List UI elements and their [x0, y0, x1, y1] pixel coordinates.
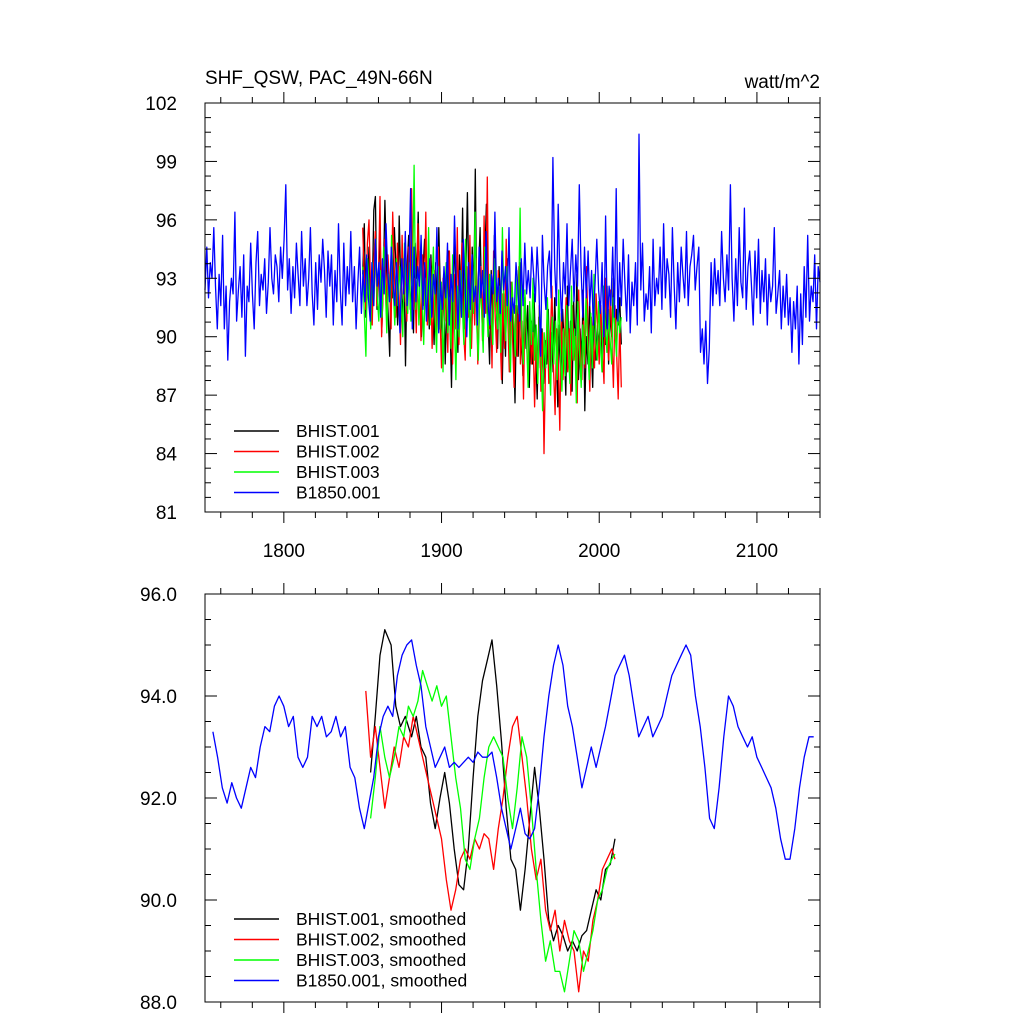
- units-label: watt/m^2: [744, 72, 820, 93]
- top-series-b1850-001: [204, 133, 821, 385]
- top-legend-label-bhist-003: BHIST.003: [296, 462, 380, 482]
- top-axes: 81 84 87 90 93 96 99 102 1800 1900 2000 2100: [145, 92, 821, 562]
- top-series-bhist-003: [362, 164, 622, 412]
- top-xtick-label: 1800: [263, 541, 305, 562]
- top-series-group: [204, 133, 821, 455]
- top-ytick-label: 84: [156, 445, 178, 466]
- bottom-legend-label-bhist-001-smoothed: BHIST.001, smoothed: [296, 909, 466, 929]
- bottom-ytick-label: 96.0: [140, 585, 177, 606]
- top-xtick-label: 2000: [578, 541, 620, 562]
- top-xtick-label: 1900: [420, 541, 462, 562]
- bottom-ytick-label: 92.0: [140, 789, 177, 810]
- bottom-ytick-label: 90.0: [140, 891, 177, 912]
- top-panel: SHF_QSW, PAC_49N-66N watt/m^2 81 84 87 90 93…: [145, 68, 821, 562]
- top-ytick-label: 93: [156, 269, 177, 290]
- bottom-panel: 88.0 90.0 92.0 94.0 96.0 BHIST.001, smoothed…: [140, 583, 821, 1014]
- top-ytick-label: 90: [156, 328, 177, 349]
- bottom-series-b1850-001-smoothed: [212, 639, 814, 860]
- top-ytick-label: 81: [156, 503, 177, 524]
- top-legend-label-bhist-001: BHIST.001: [296, 421, 380, 441]
- bottom-legend-label-b1850-001-smoothed: B1850.001, smoothed: [296, 971, 467, 991]
- top-legend-label-b1850-001: B1850.001: [296, 483, 381, 503]
- bottom-series-bhist-001-smoothed: [369, 629, 616, 952]
- bottom-series-bhist-002-smoothed: [365, 690, 616, 993]
- top-xtick-label: 2100: [736, 541, 778, 562]
- top-ytick-label: 96: [156, 211, 177, 232]
- bottom-ytick-label: 94.0: [140, 687, 177, 708]
- top-ytick-label: 87: [156, 386, 177, 407]
- bottom-axes: 88.0 90.0 92.0 94.0 96.0: [140, 583, 821, 1014]
- bottom-ytick-label: 88.0: [140, 993, 177, 1014]
- bottom-series-bhist-003-smoothed: [369, 669, 616, 993]
- bottom-legend-label-bhist-003-smoothed: BHIST.003, smoothed: [296, 950, 466, 970]
- bottom-legend-label-bhist-002-smoothed: BHIST.002, smoothed: [296, 930, 466, 950]
- top-panel-title: SHF_QSW, PAC_49N-66N: [205, 68, 433, 89]
- top-ytick-label: 102: [145, 94, 177, 115]
- top-legend-label-bhist-002: BHIST.002: [296, 442, 380, 462]
- bottom-series-group: [212, 629, 814, 993]
- top-ytick-label: 99: [156, 152, 177, 173]
